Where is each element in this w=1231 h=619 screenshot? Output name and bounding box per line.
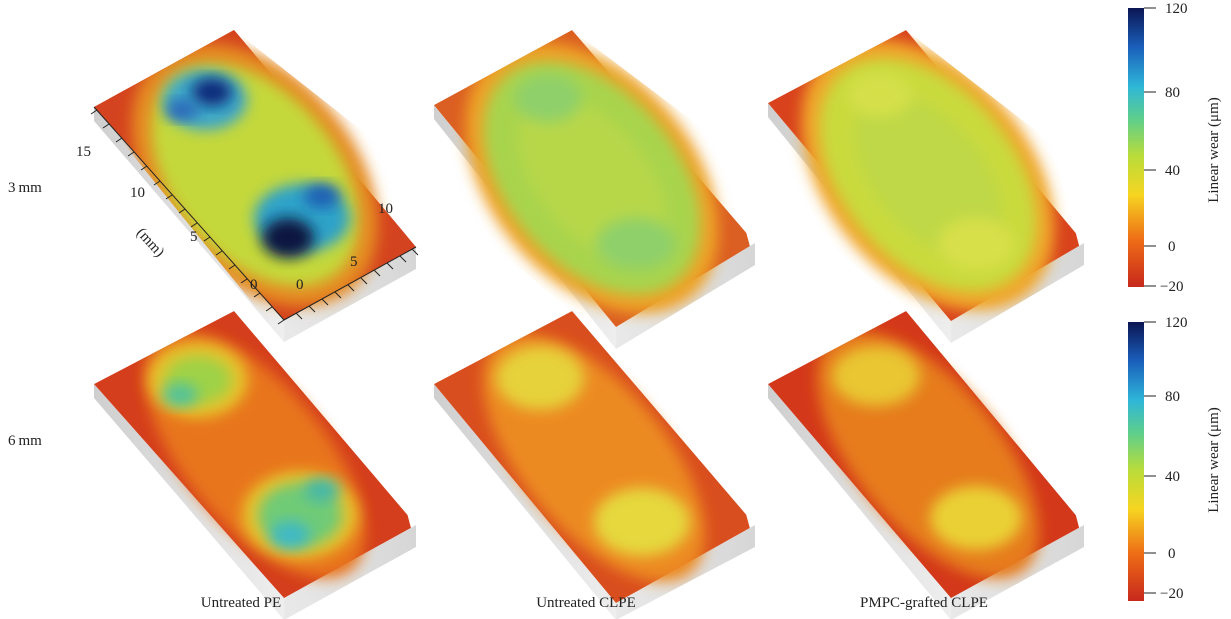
colorbar-1-title: Linear wear (μm) bbox=[1206, 97, 1222, 202]
colorbar-2-title: Linear wear (μm) bbox=[1206, 407, 1222, 512]
wear-map-untreated-pe-3mm bbox=[90, 30, 419, 342]
axis-tick-long-10: 10 bbox=[130, 185, 145, 201]
axis-tick-short-5: 5 bbox=[350, 254, 358, 270]
colorbar-2-tick-neg20: −20 bbox=[1160, 586, 1183, 602]
axis-tick-short-0: 0 bbox=[296, 277, 304, 293]
wear-map-pmpc-clpe-3mm bbox=[768, 30, 1084, 343]
column-label-pmpc-clpe: PMPC-grafted CLPE bbox=[860, 595, 988, 611]
colorbar-2-tick-0: 0 bbox=[1168, 546, 1176, 562]
wear-map-pmpc-clpe-6mm bbox=[768, 311, 1084, 619]
colorbar-2-tick-120: 120 bbox=[1165, 315, 1188, 331]
axis-tick-long-0: 0 bbox=[250, 277, 258, 293]
wear-map-untreated-clpe-3mm bbox=[434, 30, 755, 349]
colorbar-2-tick-80: 80 bbox=[1165, 389, 1180, 405]
colorbar-1-tick-0: 0 bbox=[1168, 239, 1176, 255]
axis-tick-long-5: 5 bbox=[190, 229, 198, 245]
colorbar-row-2 bbox=[1128, 321, 1156, 601]
colorbar-1-tick-40: 40 bbox=[1165, 163, 1180, 179]
colorbar-2-tick-40: 40 bbox=[1165, 469, 1180, 485]
colorbar-1-tick-neg20: −20 bbox=[1160, 279, 1183, 295]
row-label-6mm: 6 mm bbox=[8, 433, 42, 449]
column-label-untreated-pe: Untreated PE bbox=[201, 595, 281, 611]
row-label-3mm: 3 mm bbox=[8, 180, 42, 196]
column-label-untreated-clpe: Untreated CLPE bbox=[536, 595, 636, 611]
axis-unit-label: (mm) bbox=[133, 225, 167, 260]
colorbar-1-tick-80: 80 bbox=[1165, 85, 1180, 101]
colorbar-1-tick-120: 120 bbox=[1165, 1, 1188, 17]
axis-tick-long-15: 15 bbox=[76, 144, 91, 160]
wear-map-untreated-clpe-6mm bbox=[434, 311, 755, 619]
axis-tick-short-10: 10 bbox=[378, 201, 393, 217]
wear-map-untreated-pe-6mm bbox=[94, 311, 416, 619]
colorbar-row-1 bbox=[1128, 7, 1156, 287]
